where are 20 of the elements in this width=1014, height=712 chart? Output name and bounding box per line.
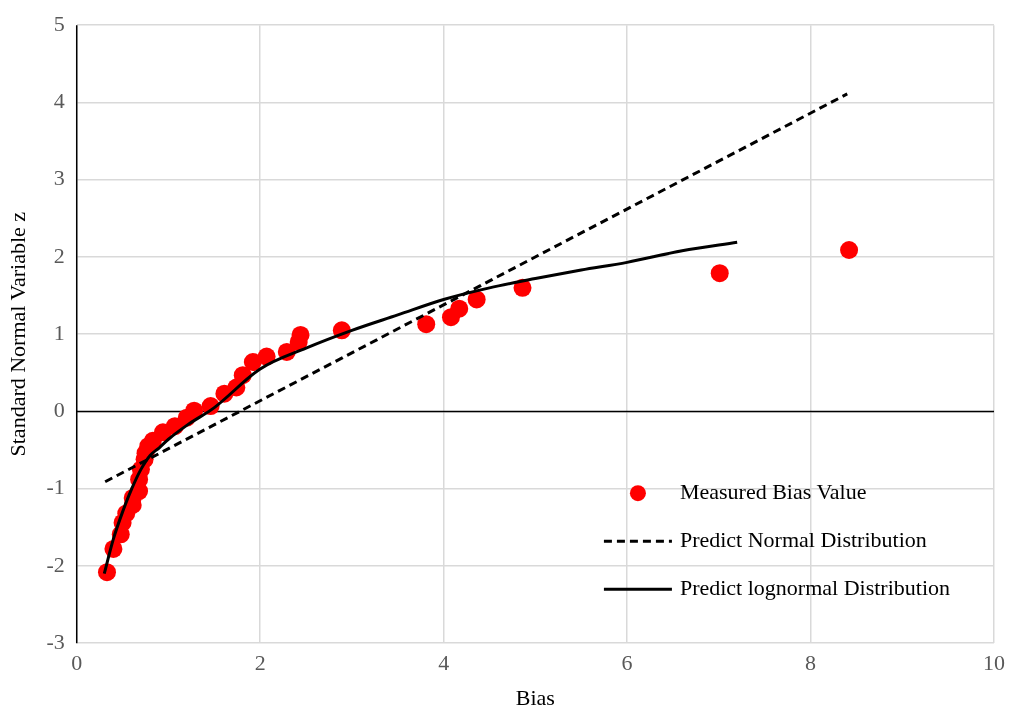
y-tick-label: 4 xyxy=(53,88,65,114)
y-tick-label: 3 xyxy=(53,165,65,191)
y-tick-label: -3 xyxy=(46,628,65,654)
y-tick-label: 2 xyxy=(53,242,65,268)
y-tick-label: -2 xyxy=(46,551,65,577)
x-tick-label: 0 xyxy=(71,650,83,676)
x-tick-label: 6 xyxy=(621,650,633,676)
y-tick-label: 1 xyxy=(53,319,65,345)
legend-label: Predict lognormal Distribution xyxy=(679,574,951,600)
legend-label: Predict Normal Distribution xyxy=(679,526,927,552)
x-tick-label: 2 xyxy=(254,650,266,676)
x-tick-label: 10 xyxy=(983,650,1005,676)
y-axis-title: Standard Normal Variable z xyxy=(4,211,30,457)
legend-label: Measured Bias Value xyxy=(679,478,867,504)
x-tick-label: 4 xyxy=(438,650,450,676)
y-tick-label: -1 xyxy=(46,474,65,500)
x-tick-label: 8 xyxy=(805,650,817,676)
y-tick-label: 5 xyxy=(53,10,65,36)
y-tick-label: 0 xyxy=(53,397,65,423)
x-axis-title: Bias xyxy=(515,684,555,710)
